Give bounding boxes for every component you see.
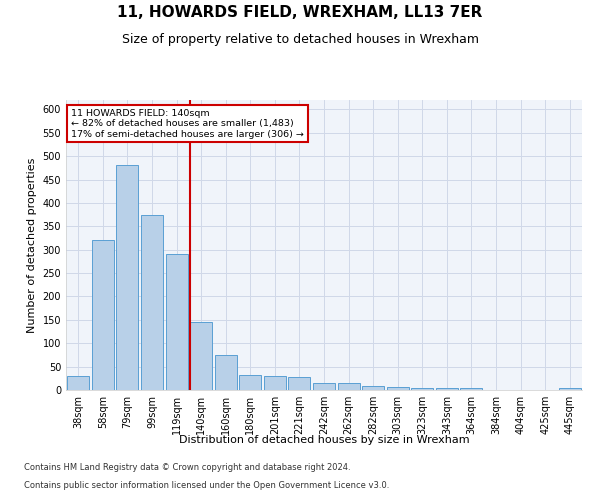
Bar <box>215 355 237 390</box>
Bar <box>362 386 384 390</box>
Y-axis label: Number of detached properties: Number of detached properties <box>27 158 37 332</box>
Bar <box>190 322 212 390</box>
Bar <box>313 383 335 390</box>
Bar <box>289 378 310 390</box>
Bar <box>166 254 188 390</box>
Bar <box>386 387 409 390</box>
Text: Contains public sector information licensed under the Open Government Licence v3: Contains public sector information licen… <box>24 481 389 490</box>
Bar <box>436 388 458 390</box>
Bar <box>411 388 433 390</box>
Text: Size of property relative to detached houses in Wrexham: Size of property relative to detached ho… <box>121 32 479 46</box>
Bar <box>116 166 139 390</box>
Text: Distribution of detached houses by size in Wrexham: Distribution of detached houses by size … <box>179 435 469 445</box>
Text: 11, HOWARDS FIELD, WREXHAM, LL13 7ER: 11, HOWARDS FIELD, WREXHAM, LL13 7ER <box>118 5 482 20</box>
Text: 11 HOWARDS FIELD: 140sqm
← 82% of detached houses are smaller (1,483)
17% of sem: 11 HOWARDS FIELD: 140sqm ← 82% of detach… <box>71 108 304 138</box>
Bar <box>338 383 359 390</box>
Bar <box>67 376 89 390</box>
Bar <box>239 375 262 390</box>
Text: Contains HM Land Registry data © Crown copyright and database right 2024.: Contains HM Land Registry data © Crown c… <box>24 464 350 472</box>
Bar <box>92 240 114 390</box>
Bar <box>559 388 581 390</box>
Bar <box>264 376 286 390</box>
Bar <box>141 214 163 390</box>
Bar <box>460 388 482 390</box>
